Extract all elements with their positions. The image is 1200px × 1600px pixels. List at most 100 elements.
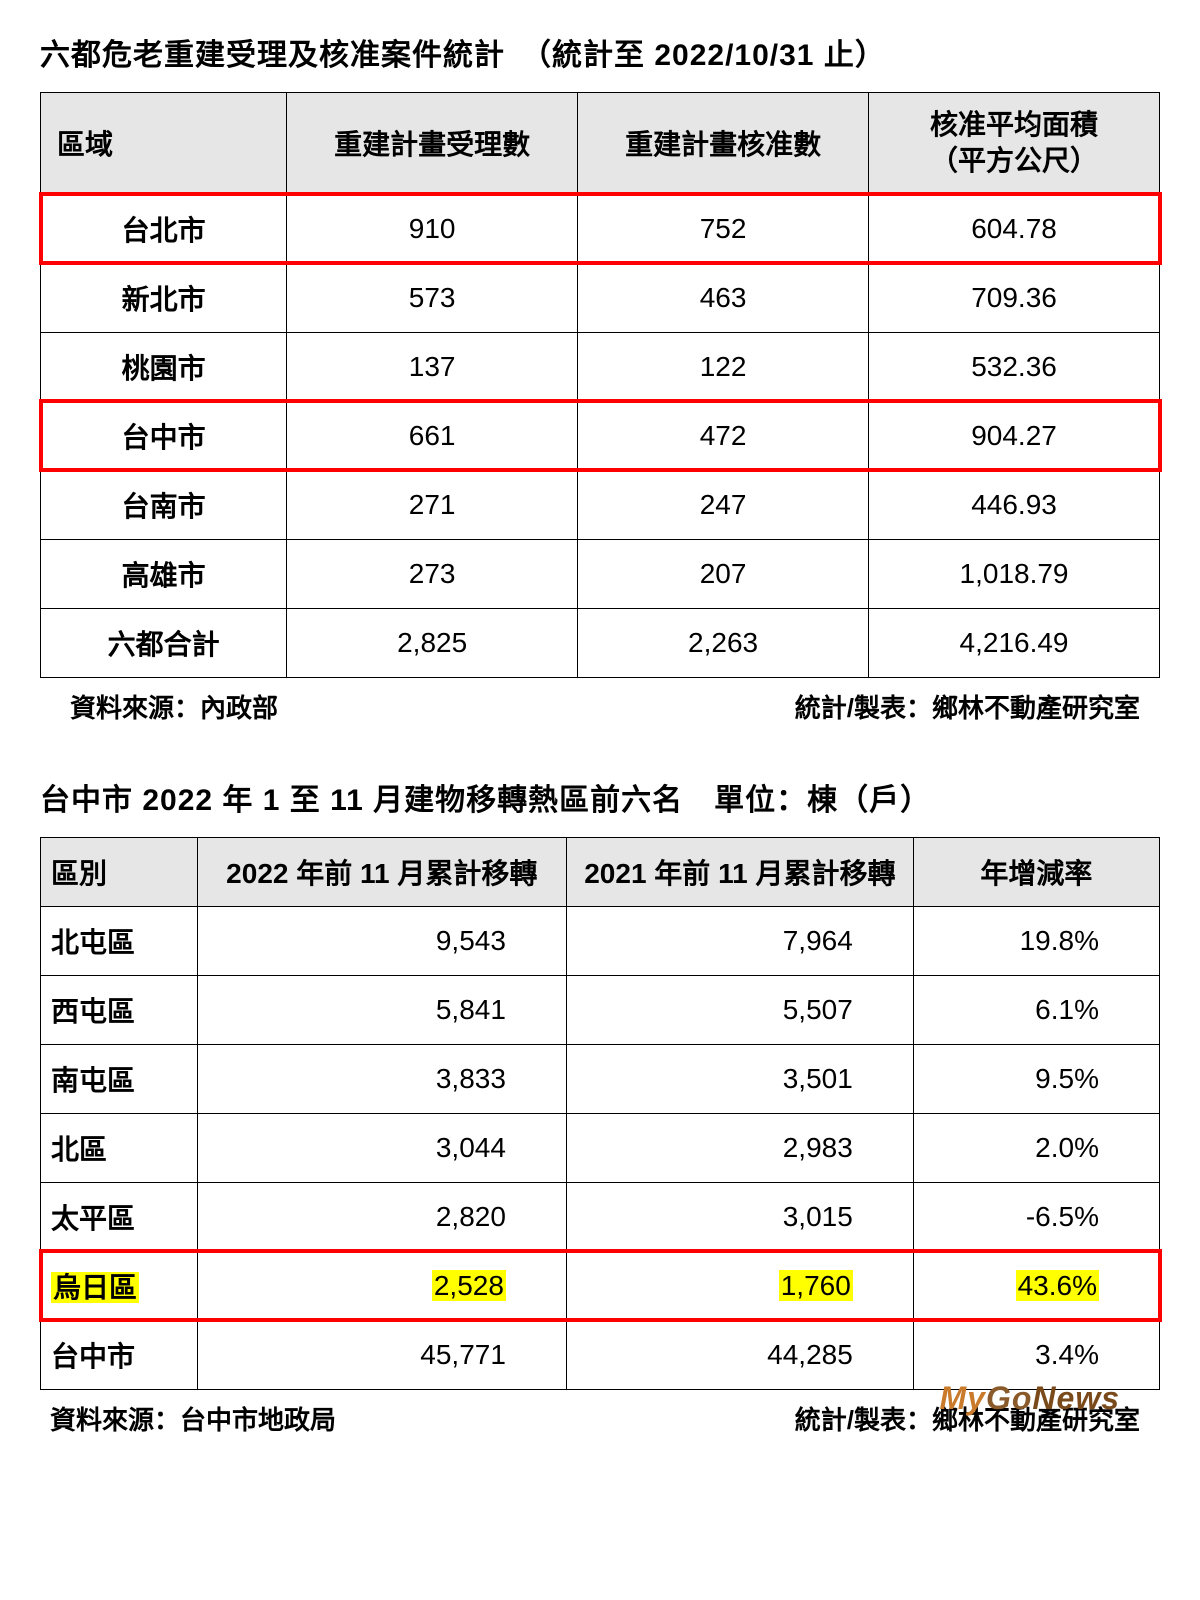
table2: 區別2022 年前 11 月累計移轉2021 年前 11 月累計移轉年增減率 北… bbox=[40, 837, 1160, 1390]
watermark-part2: Go bbox=[986, 1380, 1032, 1416]
table1-cell: 台中市 bbox=[41, 401, 287, 470]
table2-cell: 3,833 bbox=[197, 1044, 566, 1113]
table2-cell: 2.0% bbox=[913, 1113, 1159, 1182]
table1-cell: 桃園市 bbox=[41, 332, 287, 401]
table2-cell: 台中市 bbox=[41, 1320, 198, 1389]
table-row: 南屯區3,8333,5019.5% bbox=[41, 1044, 1160, 1113]
table-row: 桃園市137122532.36 bbox=[41, 332, 1160, 401]
table1-cell: 台南市 bbox=[41, 470, 287, 539]
table-row: 烏日區 2,528 1,760 43.6% bbox=[41, 1251, 1160, 1320]
table2-cell: 2,528 bbox=[197, 1251, 566, 1320]
table2-cell: -6.5% bbox=[913, 1182, 1159, 1251]
table1-header-cell: 區域 bbox=[41, 93, 287, 195]
table1-title-post: （統計至 2022/10/31 止） bbox=[536, 39, 886, 72]
table2-cell: 9,543 bbox=[197, 906, 566, 975]
table2-cell: 南屯區 bbox=[41, 1044, 198, 1113]
table1-cell: 台北市 bbox=[41, 194, 287, 263]
table2-cell: 3,044 bbox=[197, 1113, 566, 1182]
table1-cell: 247 bbox=[578, 470, 869, 539]
table1-cell: 709.36 bbox=[869, 263, 1160, 332]
table2-cell: 烏日區 bbox=[41, 1251, 198, 1320]
table1-cell: 463 bbox=[578, 263, 869, 332]
table2-cell: 5,507 bbox=[566, 975, 913, 1044]
table1-cell: 273 bbox=[287, 539, 578, 608]
table1-header-cell: 核准平均面積（平方公尺） bbox=[869, 93, 1160, 195]
table2-title-unit: 單位：棟（戶） bbox=[683, 784, 931, 817]
table1-header-cell: 重建計畫核准數 bbox=[578, 93, 869, 195]
page-container: 六都危老重建受理及核准案件統計 （統計至 2022/10/31 止） 區域重建計… bbox=[40, 30, 1160, 1437]
table1-cell: 904.27 bbox=[869, 401, 1160, 470]
table2-cell: 7,964 bbox=[566, 906, 913, 975]
table-row: 太平區2,8203,015-6.5% bbox=[41, 1182, 1160, 1251]
table1-source-left: 資料來源：內政部 bbox=[70, 688, 278, 725]
table2-cell: 太平區 bbox=[41, 1182, 198, 1251]
table2-cell: 3,501 bbox=[566, 1044, 913, 1113]
table-row: 新北市573463709.36 bbox=[41, 263, 1160, 332]
table1-cell: 122 bbox=[578, 332, 869, 401]
table-row: 台南市271247446.93 bbox=[41, 470, 1160, 539]
table2-cell: 19.8% bbox=[913, 906, 1159, 975]
table1-cell: 2,263 bbox=[578, 608, 869, 677]
table1-cell: 661 bbox=[287, 401, 578, 470]
table-row: 六都合計2,8252,2634,216.49 bbox=[41, 608, 1160, 677]
table-row: 西屯區5,8415,5076.1% bbox=[41, 975, 1160, 1044]
table1-body: 台北市910752604.78新北市573463709.36桃園市1371225… bbox=[41, 194, 1160, 677]
table2-cell: 2,820 bbox=[197, 1182, 566, 1251]
table2-head: 區別2022 年前 11 月累計移轉2021 年前 11 月累計移轉年增減率 bbox=[41, 837, 1160, 906]
table1-cell: 六都合計 bbox=[41, 608, 287, 677]
table1-head: 區域重建計畫受理數重建計畫核准數核准平均面積（平方公尺） bbox=[41, 93, 1160, 195]
table1-cell: 472 bbox=[578, 401, 869, 470]
table2-cell: 9.5% bbox=[913, 1044, 1159, 1113]
table-row: 台北市910752604.78 bbox=[41, 194, 1160, 263]
table1-cell: 271 bbox=[287, 470, 578, 539]
table1-cell: 604.78 bbox=[869, 194, 1160, 263]
table1-cell: 532.36 bbox=[869, 332, 1160, 401]
table2-cell: 5,841 bbox=[197, 975, 566, 1044]
table1-source-row: 資料來源：內政部 統計/製表：鄉林不動產研究室 bbox=[40, 684, 1160, 725]
highlight-span: 烏日區 bbox=[51, 1272, 139, 1303]
table2-cell: 北屯區 bbox=[41, 906, 198, 975]
table2-header-cell: 年增減率 bbox=[913, 837, 1159, 906]
table-row: 高雄市2732071,018.79 bbox=[41, 539, 1160, 608]
table1-cell: 573 bbox=[287, 263, 578, 332]
table1-cell: 752 bbox=[578, 194, 869, 263]
table1: 區域重建計畫受理數重建計畫核准數核准平均面積（平方公尺） 台北市91075260… bbox=[40, 92, 1160, 678]
table-row: 北屯區9,5437,96419.8% bbox=[41, 906, 1160, 975]
highlight-span: 1,760 bbox=[779, 1270, 853, 1301]
table2-body: 北屯區9,5437,96419.8%西屯區5,8415,5076.1%南屯區3,… bbox=[41, 906, 1160, 1389]
table1-cell: 新北市 bbox=[41, 263, 287, 332]
watermark-part3: News bbox=[1032, 1380, 1120, 1416]
table1-cell: 137 bbox=[287, 332, 578, 401]
table1-title-pre: 六都危老重建受理及核准案件統計 bbox=[40, 39, 536, 72]
table2-cell: 北區 bbox=[41, 1113, 198, 1182]
table2-cell: 45,771 bbox=[197, 1320, 566, 1389]
table-row: 北區3,0442,9832.0% bbox=[41, 1113, 1160, 1182]
table2-cell: 43.6% bbox=[913, 1251, 1159, 1320]
table2-header-cell: 區別 bbox=[41, 837, 198, 906]
table2-cell: 1,760 bbox=[566, 1251, 913, 1320]
highlight-span: 2,528 bbox=[432, 1270, 506, 1301]
table2-cell: 2,983 bbox=[566, 1113, 913, 1182]
table2-title: 台中市 2022 年 1 至 11 月建物移轉熱區前六名 單位：棟（戶） bbox=[40, 775, 1160, 819]
table1-source-right: 統計/製表：鄉林不動產研究室 bbox=[795, 688, 1140, 725]
table1-cell: 446.93 bbox=[869, 470, 1160, 539]
watermark: MyGoNews bbox=[940, 1380, 1120, 1417]
table1-title: 六都危老重建受理及核准案件統計 （統計至 2022/10/31 止） bbox=[40, 30, 1160, 74]
table2-title-main: 台中市 2022 年 1 至 11 月建物移轉熱區前六名 bbox=[40, 784, 683, 817]
watermark-part1: My bbox=[940, 1380, 986, 1416]
table1-cell: 207 bbox=[578, 539, 869, 608]
table2-header-cell: 2021 年前 11 月累計移轉 bbox=[566, 837, 913, 906]
table1-cell: 高雄市 bbox=[41, 539, 287, 608]
table2-header-cell: 2022 年前 11 月累計移轉 bbox=[197, 837, 566, 906]
table2-cell: 44,285 bbox=[566, 1320, 913, 1389]
table1-cell: 1,018.79 bbox=[869, 539, 1160, 608]
table1-header-cell: 重建計畫受理數 bbox=[287, 93, 578, 195]
table1-cell: 2,825 bbox=[287, 608, 578, 677]
table2-cell: 3,015 bbox=[566, 1182, 913, 1251]
table2-cell: 西屯區 bbox=[41, 975, 198, 1044]
table1-cell: 910 bbox=[287, 194, 578, 263]
highlight-span: 43.6% bbox=[1016, 1270, 1099, 1301]
table1-cell: 4,216.49 bbox=[869, 608, 1160, 677]
table2-source-left: 資料來源：台中市地政局 bbox=[50, 1400, 336, 1437]
table-row: 台中市661472904.27 bbox=[41, 401, 1160, 470]
